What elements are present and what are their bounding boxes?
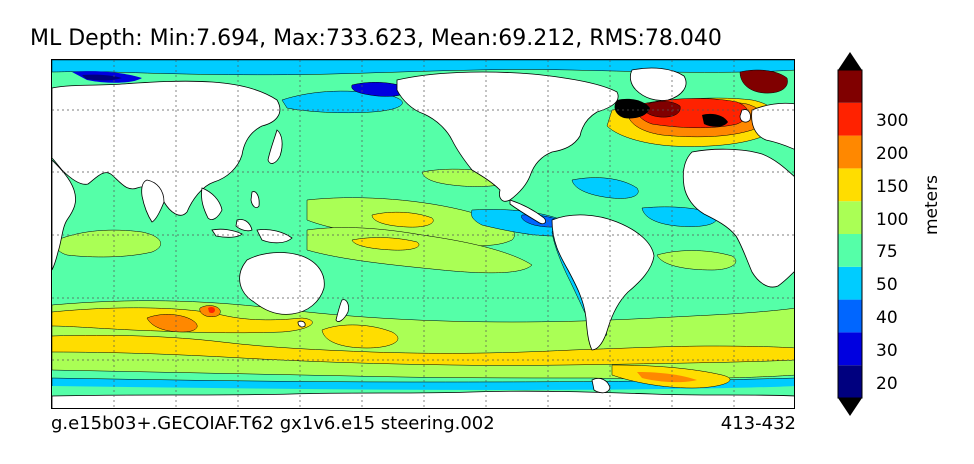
- indian-ocean-green: [55, 229, 161, 258]
- land-indonesia-1: [211, 228, 243, 238]
- colorbar-segment: [838, 135, 862, 169]
- years-label: 413-432: [720, 413, 796, 434]
- land-japan: [267, 129, 283, 164]
- colorbar-top-arrow: [838, 52, 862, 70]
- north-pacific-blue-rim: [281, 90, 403, 114]
- central-pacific-yellow-south: [351, 237, 420, 251]
- colorbar-units-label: meters: [922, 175, 942, 235]
- colorbar-tick-label: 100: [876, 209, 909, 230]
- colorbar-segment: [838, 201, 862, 234]
- central-pacific-yellow-north: [371, 211, 434, 228]
- figure-title: ML Depth: Min:7.694, Max:733.623, Mean:6…: [30, 26, 722, 51]
- land-europe: [751, 102, 794, 150]
- southern-ocean-red-spot: [208, 306, 215, 314]
- colorbar-segment: [838, 70, 862, 103]
- colorbar-segment: [838, 266, 862, 300]
- land-africa-east: [52, 159, 76, 271]
- map-canvas: [52, 60, 794, 408]
- land-south-america: [551, 214, 655, 351]
- caribbean-blue: [571, 177, 639, 199]
- colorbar-segment: [838, 332, 862, 366]
- colorbar-tick-label: 150: [876, 176, 909, 197]
- colorbar-tick-label: 30: [876, 340, 898, 361]
- land-new-guinea: [256, 229, 293, 244]
- colorbar-tick-label: 300: [876, 111, 909, 132]
- land-philippines: [250, 191, 260, 208]
- map-gridlines: [52, 60, 794, 408]
- arctic-top-band: [52, 60, 794, 76]
- antarctic-weddell-orange: [637, 372, 697, 383]
- land-india: [141, 179, 165, 223]
- land-australia: [239, 252, 325, 315]
- labrador-black-core: [614, 98, 650, 119]
- land-antarctic-peninsula: [591, 378, 611, 394]
- colorbar-segment: [838, 365, 862, 398]
- land-antarctica: [52, 390, 794, 408]
- run-name-label: g.e15b03+.GECOIAF.T62 gx1v6.e15 steering…: [51, 413, 495, 434]
- colorbar-tick-label: 40: [876, 308, 898, 328]
- iceland-black-core: [702, 113, 728, 127]
- colorbar-segment: [838, 234, 862, 267]
- land-indonesia-2: [235, 219, 253, 232]
- land-central-america: [509, 199, 546, 225]
- colorbar-tick-label: 20: [876, 373, 898, 394]
- colorbar-tick-label: 200: [876, 144, 909, 164]
- arctic-dark-left: [82, 74, 122, 81]
- land-africa-west: [682, 148, 794, 288]
- south-pacific-yellow-patch: [321, 324, 399, 349]
- land-new-zealand: [335, 299, 349, 322]
- southern-ocean-orange-patch: [146, 314, 198, 333]
- southern-ocean-band-yellow-2: [52, 335, 794, 366]
- colorbar-segment: [838, 168, 862, 202]
- colorbar-tick-label: 50: [876, 275, 898, 296]
- labrador-darkred: [643, 101, 681, 118]
- colorbar: [837, 52, 863, 416]
- land-british-isles: [739, 109, 751, 123]
- land-masses: [52, 67, 794, 408]
- land-north-america: [396, 71, 619, 202]
- world-map: [51, 59, 795, 409]
- colorbar-tick-label: 75: [876, 242, 898, 263]
- land-tasmania: [297, 320, 306, 328]
- colorbar-segment: [838, 299, 862, 333]
- colorbar-bottom-arrow: [838, 398, 862, 416]
- land-southeast-asia: [201, 187, 223, 220]
- colorbar-segment: [838, 102, 862, 136]
- atlantic-equator-cyan: [641, 206, 718, 227]
- atlantic-south-green: [656, 250, 737, 271]
- norwegian-darkred: [739, 69, 788, 94]
